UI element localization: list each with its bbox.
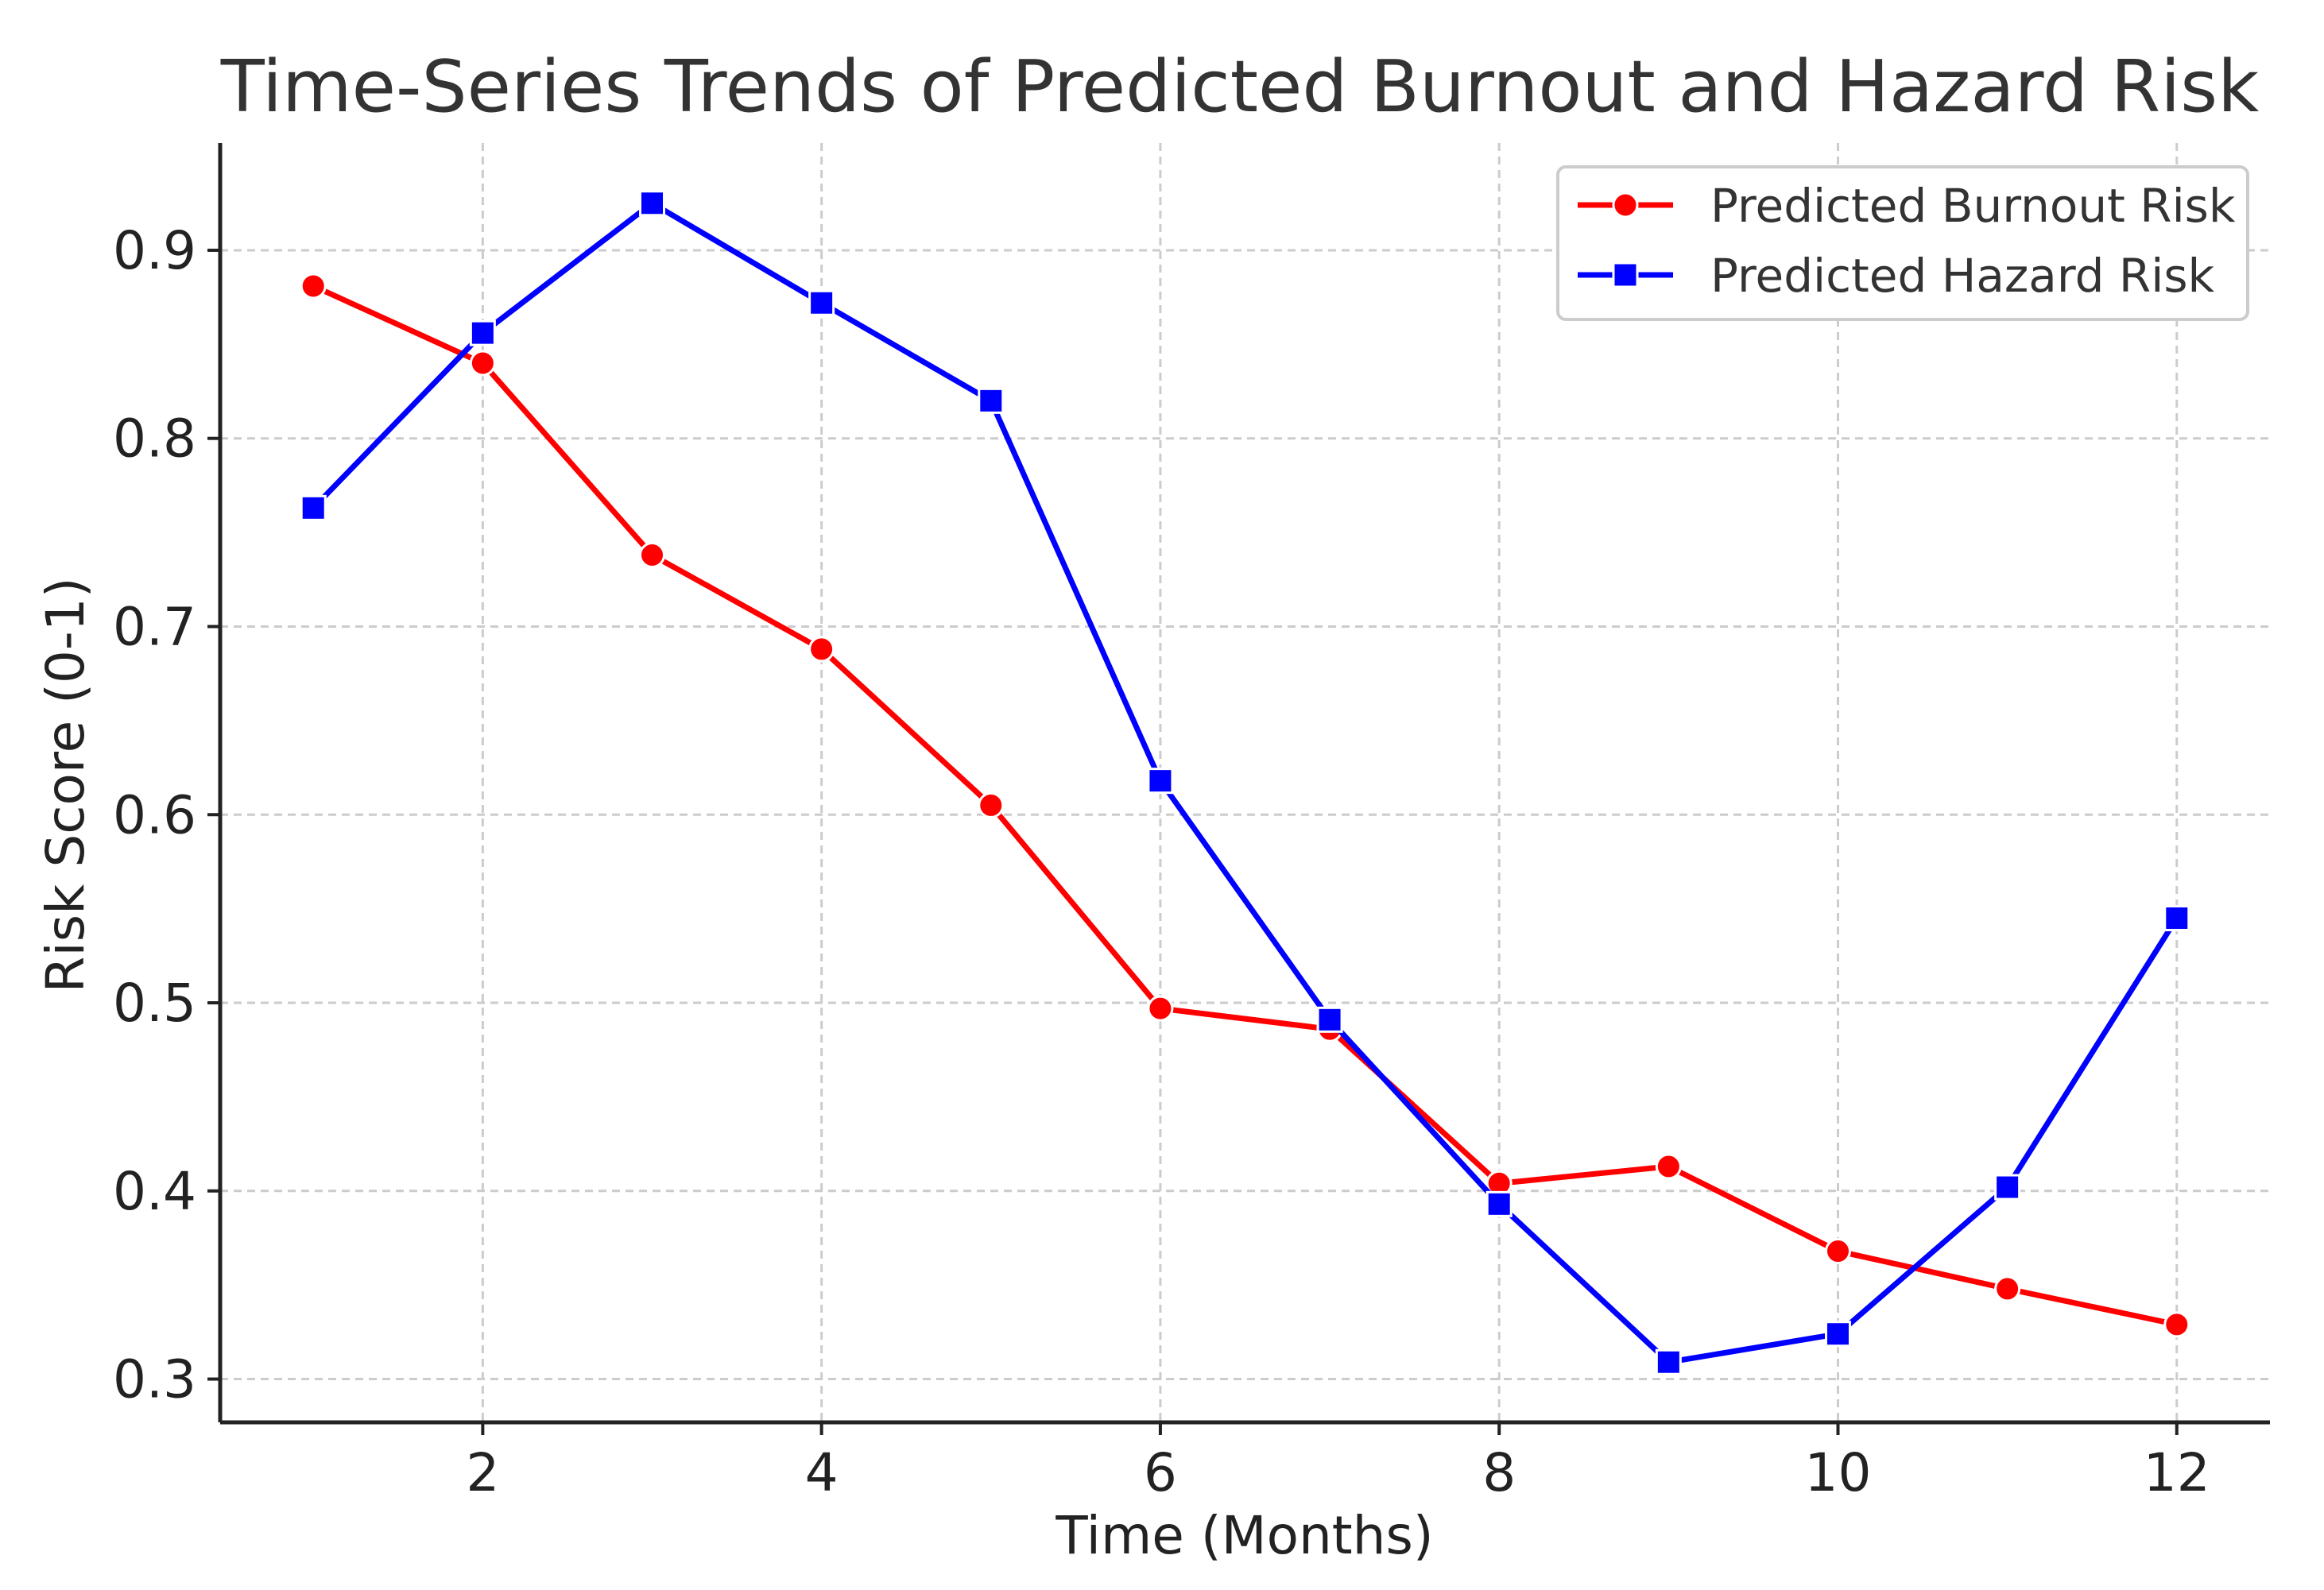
y-tick-label: 0.4 <box>113 1161 196 1222</box>
legend-items: Predicted Burnout Risk Predicted Hazard R… <box>1578 179 2236 303</box>
data-point <box>1994 1275 2021 1302</box>
legend-item: Predicted Hazard Risk <box>1578 249 2215 303</box>
chart-title: Time-Series Trends of Predicted Burnout … <box>220 45 2259 129</box>
y-tick-label: 0.5 <box>113 973 196 1034</box>
data-point <box>1824 1238 1851 1265</box>
legend: Predicted Burnout Risk Predicted Hazard R… <box>1556 165 2249 321</box>
y-tick-label: 0.6 <box>113 784 196 845</box>
series-line <box>311 200 2179 1365</box>
data-point <box>1147 768 1174 795</box>
data-point <box>1655 1348 1682 1375</box>
y-axis-label: Risk Score (0-1) <box>35 578 96 993</box>
x-tick-label: 2 <box>466 1442 499 1503</box>
y-tick-label: 0.9 <box>113 220 196 281</box>
y-tick-label: 0.7 <box>113 596 196 657</box>
data-point <box>1485 1190 1513 1217</box>
x-tick-label: 6 <box>1144 1442 1177 1503</box>
x-ticks: 2 4 6 8 10 12 <box>466 1422 2210 1503</box>
legend-item: Predicted Burnout Risk <box>1578 179 2236 233</box>
data-point <box>978 387 1005 414</box>
legend-box <box>1556 165 2249 321</box>
data-point <box>1994 1174 2021 1201</box>
data-point <box>639 542 666 569</box>
series-hazard <box>300 190 2190 1375</box>
series-group <box>300 190 2190 1375</box>
data-point <box>2163 1311 2190 1338</box>
legend-label: Predicted Hazard Risk <box>1710 249 2215 303</box>
x-tick-label: 12 <box>2144 1442 2210 1503</box>
y-ticks: 0.3 0.4 0.5 0.6 0.7 0.8 0.9 <box>113 220 220 1410</box>
data-point <box>808 289 835 316</box>
data-point <box>1824 1321 1851 1348</box>
data-point <box>1655 1153 1682 1180</box>
data-point <box>469 350 496 377</box>
grid <box>220 143 2270 1422</box>
data-point <box>300 494 327 521</box>
x-axis-label: Time (Months) <box>1055 1505 1433 1566</box>
data-point <box>1147 995 1174 1022</box>
data-point <box>300 273 327 300</box>
data-point <box>2163 904 2190 931</box>
legend-label: Predicted Burnout Risk <box>1710 179 2236 233</box>
legend-marker <box>1612 261 1639 288</box>
y-tick-label: 0.3 <box>113 1349 196 1410</box>
x-tick-label: 8 <box>1482 1442 1516 1503</box>
series-line <box>312 283 2178 1328</box>
y-tick-label: 0.8 <box>113 408 196 470</box>
x-tick-label: 4 <box>805 1442 839 1503</box>
data-point <box>808 636 835 663</box>
data-point <box>469 319 496 346</box>
axes <box>218 143 2270 1425</box>
legend-marker <box>1612 191 1639 219</box>
data-point <box>1316 1006 1343 1033</box>
data-point <box>639 190 666 217</box>
data-point <box>978 791 1005 818</box>
x-tick-label: 10 <box>1804 1442 1871 1503</box>
